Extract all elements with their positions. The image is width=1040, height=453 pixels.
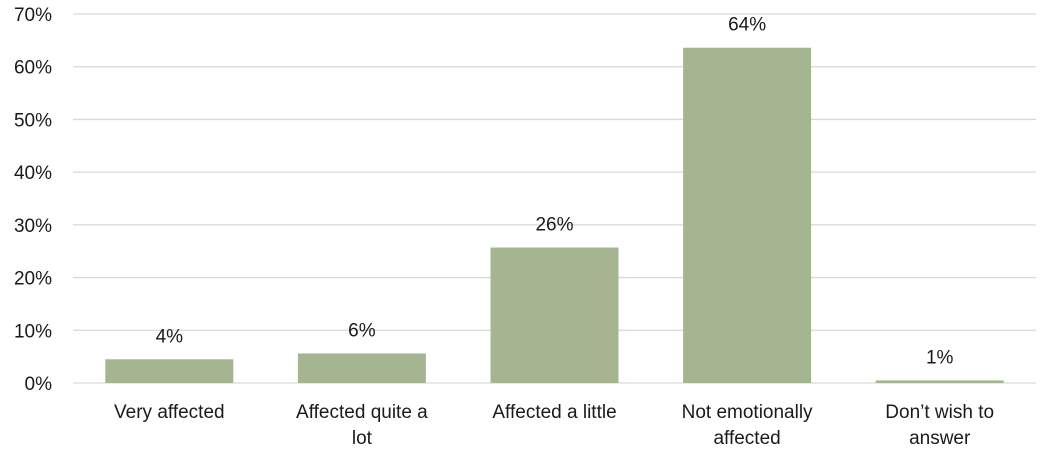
category-label: Affected quite a [296, 402, 428, 423]
data-label: 64% [728, 15, 766, 36]
y-tick-label: 50% [14, 110, 52, 131]
bar-2 [490, 247, 619, 383]
category-label: Very affected [114, 402, 225, 423]
bar-3 [683, 47, 812, 383]
category-label: Not emotionally [682, 402, 813, 423]
category-labels: Very affected Affected quite a lot Affected… [114, 402, 994, 449]
y-tick-label: 0% [25, 374, 53, 395]
category-label: Affected a little [492, 402, 616, 423]
y-tick-label: 30% [14, 216, 52, 237]
data-label: 26% [535, 215, 573, 236]
category-label: lot [352, 428, 373, 449]
data-label: 4% [156, 326, 184, 347]
y-tick-label: 10% [14, 321, 52, 342]
category-label: answer [909, 428, 971, 449]
bars [105, 47, 1004, 383]
y-tick-label: 20% [14, 269, 52, 290]
bar-0 [105, 359, 234, 383]
bar-1 [297, 353, 426, 383]
bar-4 [875, 380, 1004, 383]
y-tick-label: 70% [14, 5, 52, 26]
data-label: 1% [926, 347, 954, 368]
y-tick-label: 40% [14, 163, 52, 184]
y-axis-ticks: 0% 10% 20% 30% 40% 50% 60% 70% [14, 5, 52, 395]
category-label: Don’t wish to [885, 402, 994, 423]
category-label: affected [713, 428, 780, 449]
data-labels: 4% 6% 26% 64% 1% [156, 15, 954, 369]
y-tick-label: 60% [14, 58, 52, 79]
data-label: 6% [348, 320, 376, 341]
